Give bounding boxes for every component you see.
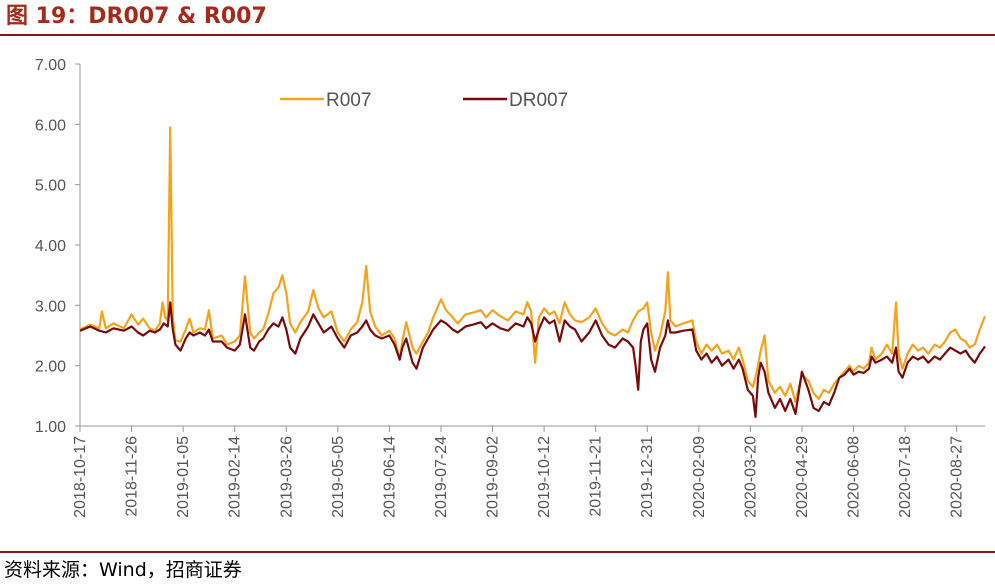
source-note: 资料来源：Wind，招商证券 — [4, 559, 242, 581]
chart-axes: 1.00 2.00 3.00 4.00 5.00 6.00 7.00 2018-10-17 20… — [35, 57, 985, 518]
x-tick-label: 2019-05-05 — [330, 436, 347, 518]
x-tick-label: 2020-07-18 — [897, 436, 914, 518]
legend-label-r007: R007 — [326, 90, 371, 111]
series-line-dr007 — [79, 301, 986, 418]
series-line-r007 — [79, 126, 987, 403]
x-tick-label: 2019-12-31 — [639, 436, 656, 518]
x-tick-label: 2020-03-20 — [742, 436, 759, 518]
legend-label-dr007: DR007 — [509, 90, 568, 111]
x-tick-label: 2020-06-08 — [846, 436, 863, 518]
line-chart: 1.00 2.00 3.00 4.00 5.00 6.00 7.00 2018-10-17 20… — [35, 57, 987, 518]
x-tick-label: 2019-01-05 — [175, 436, 192, 518]
source-divider — [0, 551, 995, 553]
x-tick-label: 2018-10-17 — [72, 436, 89, 518]
y-tick-label: 4.00 — [35, 238, 66, 255]
x-tick-label: 2019-02-14 — [227, 436, 244, 518]
chart-legend: R007 DR007 — [280, 90, 568, 111]
x-tick-label: 2020-08-27 — [949, 436, 966, 518]
x-tick-label: 2019-10-12 — [536, 436, 553, 518]
y-tick-label: 5.00 — [35, 178, 66, 195]
x-tick-label: 2019-07-24 — [433, 436, 450, 518]
y-tick-label: 7.00 — [35, 57, 66, 74]
x-tick-label: 2019-11-21 — [588, 436, 605, 517]
x-tick-label: 2019-03-26 — [278, 436, 295, 518]
x-tick-label: 2018-11-26 — [124, 436, 141, 517]
title-divider — [0, 34, 995, 36]
x-tick-label: 2020-04-29 — [794, 436, 811, 518]
series-layer — [79, 126, 987, 418]
y-tick-label: 3.00 — [35, 298, 66, 315]
y-tick-label: 6.00 — [35, 117, 66, 134]
figure-title: 图 19：DR007 & R007 — [6, 4, 267, 29]
x-tick-label: 2020-02-09 — [691, 436, 708, 518]
y-tick-label: 2.00 — [35, 359, 66, 376]
x-tick-label: 2019-09-02 — [485, 436, 502, 518]
y-tick-label: 1.00 — [35, 419, 66, 436]
x-tick-label: 2019-06-14 — [381, 436, 398, 518]
